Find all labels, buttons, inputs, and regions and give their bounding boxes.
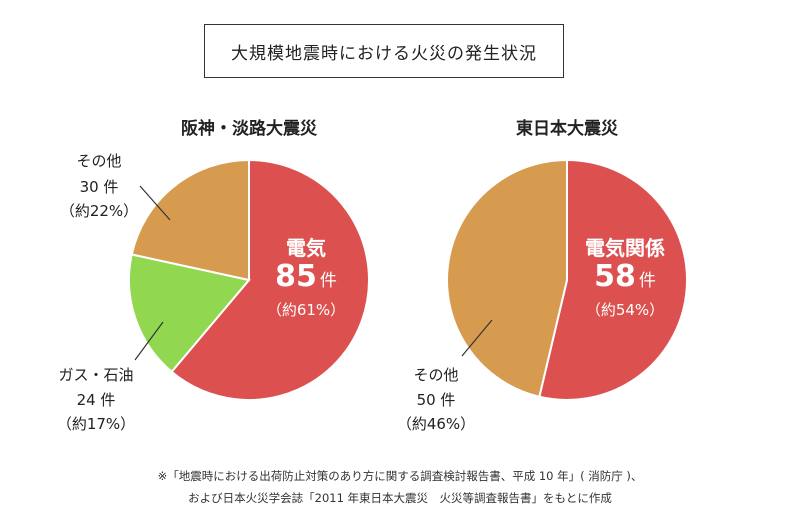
- left-gas-count: 24 件: [77, 391, 116, 409]
- left-electric-name: 電気: [286, 236, 326, 260]
- leader-line-right-other: [461, 319, 493, 357]
- right-electric-pct: （約54%）: [586, 301, 664, 319]
- footnote-line-2: および日本火災学会誌「2011 年東日本大震災 火災等調査報告書」をもとに作成: [188, 491, 612, 505]
- right-other-name: その他: [413, 366, 458, 384]
- left-other-count: 30 件: [80, 178, 119, 196]
- left-pie-slice-0: [170, 158, 370, 401]
- left-electric-count-unit: 件: [320, 271, 337, 291]
- right-pie-title: 東日本大震災: [516, 118, 619, 139]
- right-electric-count-value: 58: [594, 259, 636, 294]
- left-other-pct: （約22%）: [60, 202, 138, 220]
- left-pie-title: 阪神・淡路大震災: [181, 118, 318, 139]
- right-pie-slice-0: [538, 158, 689, 401]
- right-other-count: 50 件: [417, 391, 456, 409]
- right-electric-count: 58 件: [594, 259, 656, 294]
- left-gas-name: ガス・石油: [58, 366, 133, 384]
- chart-title: 大規模地震時における火災の発生状況: [204, 24, 564, 78]
- leader-line-left-other: [139, 185, 171, 221]
- left-other-name: その他: [76, 152, 121, 170]
- right-other-pct: （約46%）: [397, 415, 475, 433]
- right-electric-name: 電気関係: [585, 236, 665, 260]
- leader-line-left-gas: [134, 321, 164, 361]
- left-electric-count: 85 件: [275, 259, 337, 294]
- left-gas-pct: （約17%）: [57, 415, 135, 433]
- left-electric-count-value: 85: [275, 259, 317, 294]
- left-pie-slice-2: [130, 158, 250, 282]
- footnote-line-1: ※「地震時における出荷防止対策のあり方に関する調査検討報告書、平成 10 年」(…: [157, 469, 643, 483]
- left-pie: [128, 158, 370, 401]
- left-pie-slice-1: [128, 253, 251, 374]
- left-electric-pct: （約61%）: [267, 301, 345, 319]
- right-electric-count-unit: 件: [639, 271, 656, 291]
